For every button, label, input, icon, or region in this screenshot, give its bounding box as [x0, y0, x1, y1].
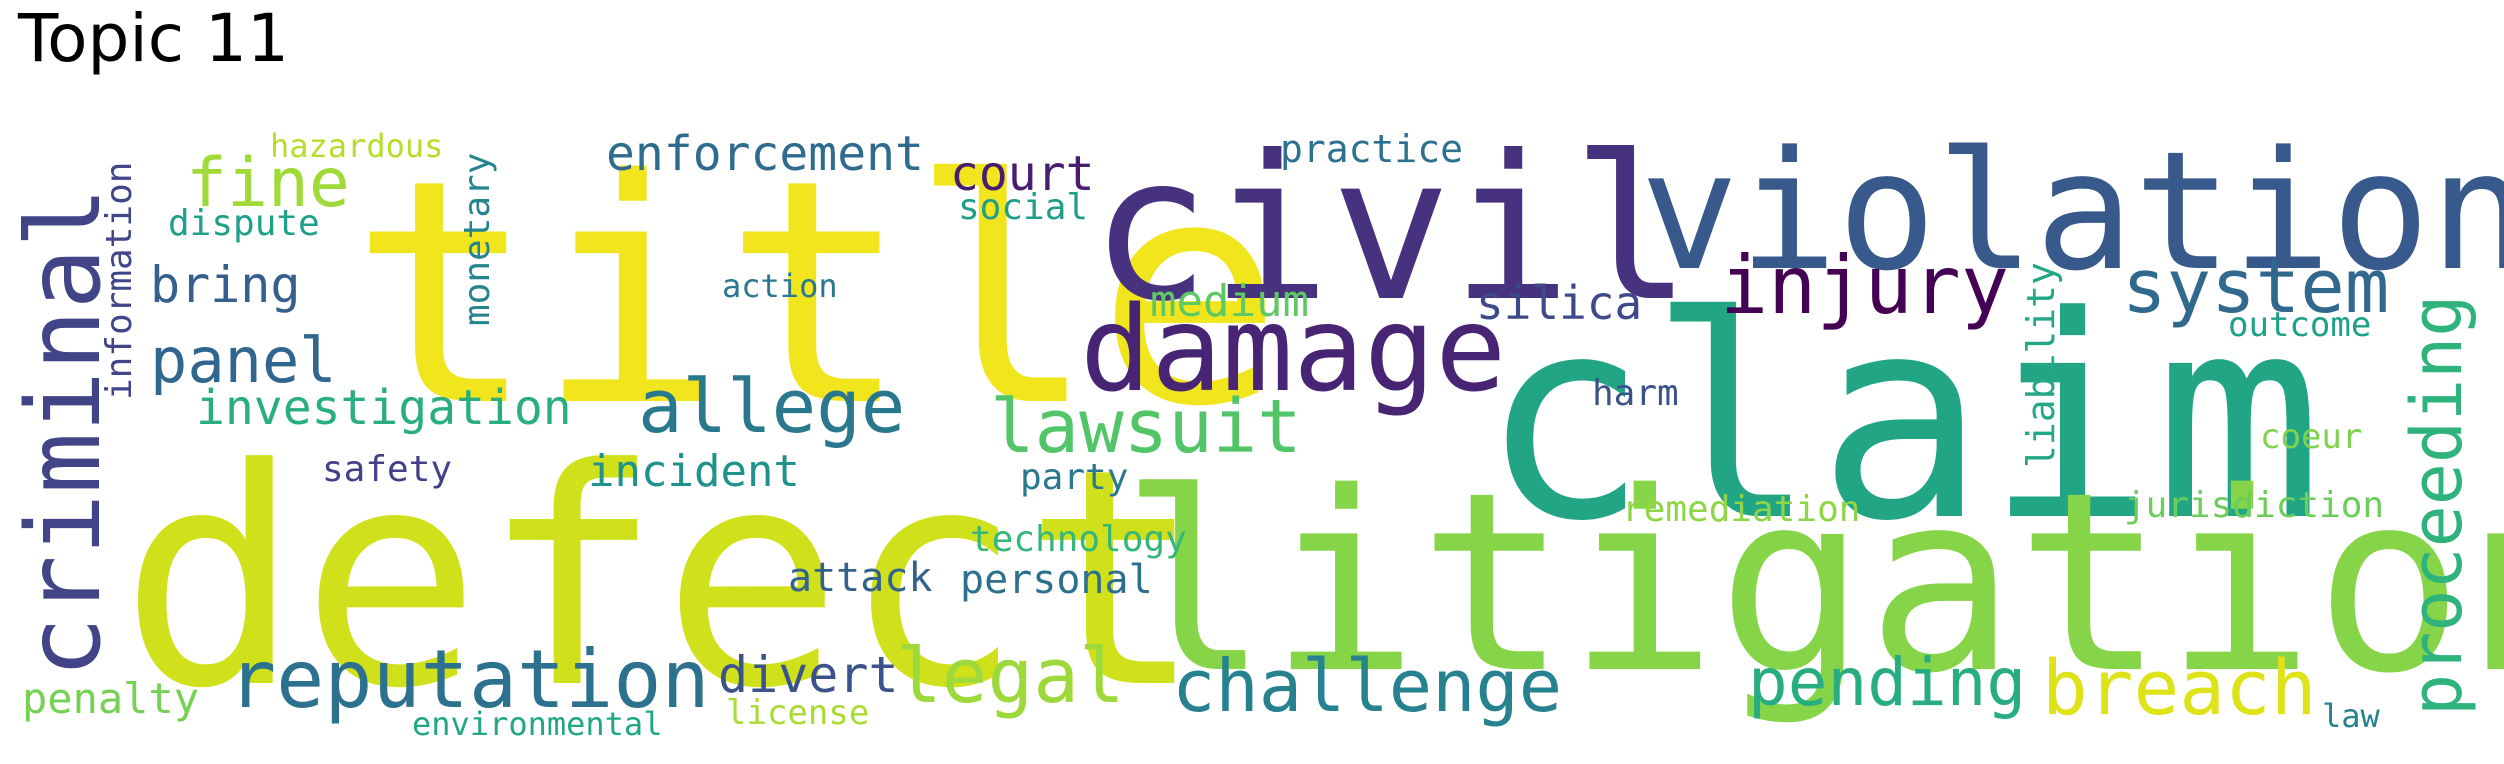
word-damage: damage: [1080, 280, 1507, 418]
word-information: information: [99, 161, 140, 400]
word-proceeding: proceeding: [2396, 294, 2478, 716]
word-reputation: reputation: [228, 633, 710, 726]
word-action: action: [722, 267, 838, 305]
word-penalty: penalty: [22, 674, 200, 723]
word-outcome: outcome: [2228, 305, 2372, 345]
word-law: law: [2322, 697, 2380, 735]
word-title: title: [350, 114, 1284, 475]
word-cloud: title defect civil violation claim litig…: [0, 130, 2504, 750]
word-harm: harm: [1592, 373, 1679, 414]
word-social: social: [958, 187, 1089, 228]
word-challenge: challenge: [1172, 644, 1563, 728]
word-dispute: dispute: [168, 203, 320, 244]
word-defect: defect: [120, 405, 1204, 754]
word-investigation: investigation: [196, 380, 572, 436]
word-litigation: litigation: [1120, 440, 2504, 728]
word-remediation: remediation: [1622, 489, 1861, 530]
word-safety: safety: [322, 449, 453, 490]
word-violation: violation: [1640, 116, 2504, 307]
word-license: license: [726, 693, 870, 733]
topic-title: Topic 11: [18, 0, 289, 77]
word-hazardous: hazardous: [270, 127, 444, 165]
word-monetary: monetary: [457, 152, 498, 326]
word-personal: personal: [960, 557, 1153, 603]
word-environmental: environmental: [412, 705, 663, 743]
word-legal: legal: [896, 631, 1125, 720]
word-party: party: [1020, 457, 1129, 498]
word-system: system: [2122, 244, 2390, 330]
word-enforcement: enforcement: [606, 126, 924, 182]
word-liability: liability: [2019, 262, 2063, 468]
word-claim: claim: [1480, 257, 2323, 583]
word-practice: practice: [1280, 127, 1464, 171]
word-panel: panel: [150, 324, 337, 397]
word-injury: injury: [1720, 239, 2009, 332]
word-silica: silica: [1476, 276, 1643, 330]
word-breach: breach: [2042, 643, 2317, 732]
word-medium: medium: [1150, 276, 1309, 327]
word-bring: bring: [150, 256, 301, 314]
word-court: court: [950, 146, 1095, 202]
word-pending: pending: [1748, 644, 2027, 721]
word-attack: attack: [788, 555, 933, 601]
word-incident: incident: [588, 446, 800, 497]
word-fine: fine: [186, 144, 350, 223]
word-divert: divert: [718, 646, 899, 704]
word-coeur: coeur: [2260, 417, 2363, 457]
word-technology: technology: [970, 519, 1187, 560]
word-allege: allege: [638, 364, 906, 450]
word-jurisdiction: jurisdiction: [2124, 485, 2385, 526]
word-lawsuit: lawsuit: [990, 384, 1302, 470]
word-civil: civil: [1090, 113, 1693, 346]
